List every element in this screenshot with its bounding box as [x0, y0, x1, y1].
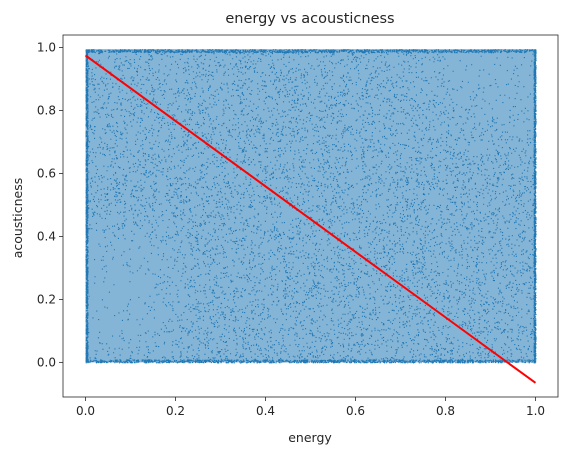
x-tick-label: 0.8 — [436, 404, 455, 418]
y-axis: 0.0 0.2 0.4 0.6 0.8 1.0 — [37, 41, 63, 369]
regression-line — [84, 54, 537, 384]
x-axis-label: energy — [288, 430, 332, 445]
y-tick-label: 0.8 — [37, 104, 56, 118]
y-tick-label: 0.2 — [37, 292, 56, 306]
x-tick-label: 0.4 — [256, 404, 275, 418]
scatter-density-fill — [85, 49, 536, 363]
x-axis: 0.0 0.2 0.4 0.6 0.8 1.0 — [76, 397, 545, 418]
scatter-points — [85, 49, 537, 364]
chart-title: energy vs acousticness — [225, 11, 394, 27]
y-axis-label: acousticness — [10, 178, 25, 259]
x-tick-label: 1.0 — [526, 404, 545, 418]
x-tick-label: 0.2 — [166, 404, 185, 418]
x-tick-label: 0.0 — [76, 404, 95, 418]
x-tick-label: 0.6 — [346, 404, 365, 418]
plot-area — [62, 34, 559, 398]
y-tick-label: 0.4 — [37, 229, 56, 243]
y-tick-label: 1.0 — [37, 41, 56, 55]
y-tick-label: 0.0 — [37, 355, 56, 369]
y-tick-label: 0.6 — [37, 167, 56, 181]
axes-frame — [62, 34, 559, 398]
